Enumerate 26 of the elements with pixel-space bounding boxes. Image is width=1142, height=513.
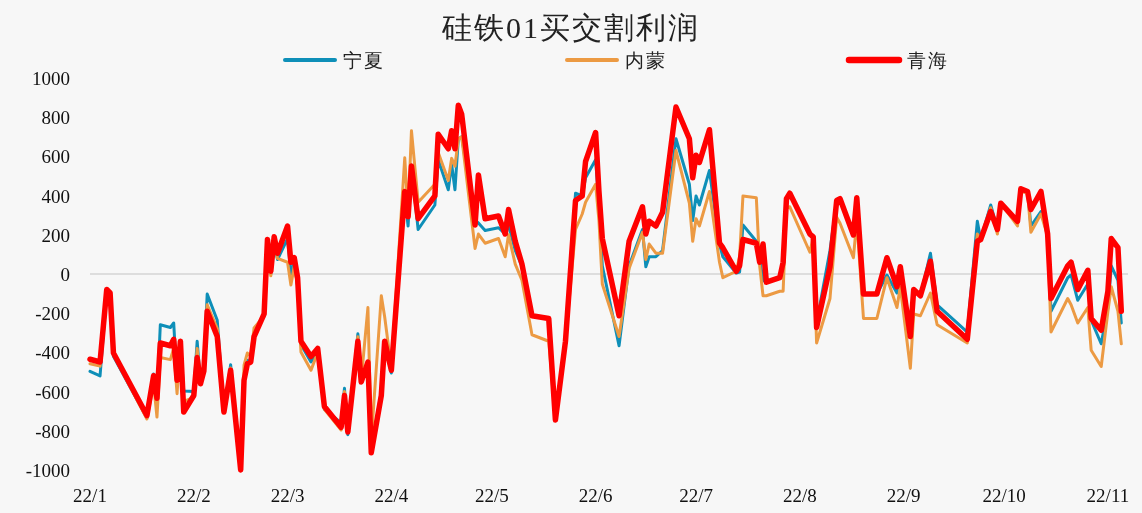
y-tick-label: -1000 [25,460,70,481]
x-tick-label: 22/10 [982,485,1026,506]
x-tick-label: 22/6 [578,485,613,506]
legend-label: 宁夏 [343,50,385,71]
y-tick-label: -200 [35,303,70,325]
x-tick-label: 22/2 [176,485,211,506]
x-tick-label: 22/9 [886,485,921,506]
legend-label: 内蒙 [625,50,667,71]
y-tick-label: -600 [35,381,70,403]
chart-title: 硅铁01买交割利润 [441,11,700,44]
legend-label: 青海 [907,50,949,71]
x-tick-label: 22/1 [73,485,107,506]
y-tick-label: 200 [41,224,70,246]
x-tick-label: 22/3 [270,485,305,506]
x-tick-label: 22/4 [374,485,409,506]
y-tick-label: 800 [41,107,70,129]
y-tick-label: 600 [41,146,70,168]
x-tick-label: 22/8 [782,485,817,506]
x-tick-label: 22/5 [474,485,509,506]
y-tick-label: 1000 [32,68,70,89]
y-tick-label: -400 [35,342,70,364]
y-tick-label: -800 [35,420,70,442]
x-tick-label: 22/7 [679,485,713,506]
y-tick-label: 0 [60,264,70,285]
x-tick-label: 22/11 [1086,485,1130,506]
y-tick-label: 400 [41,185,70,207]
